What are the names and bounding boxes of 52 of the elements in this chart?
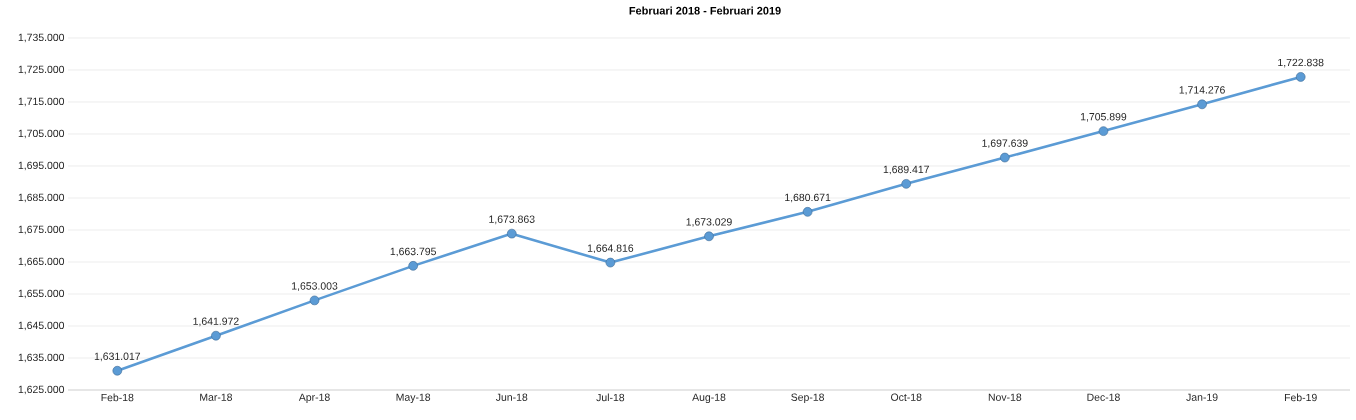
x-tick-label: Jul-18: [596, 393, 625, 402]
point: [1000, 152, 1010, 163]
y-tick-label: 1,715.000: [18, 97, 65, 107]
point: [802, 207, 813, 217]
y-tick-label: 1,635.000: [18, 353, 65, 363]
data-label: 1,680.671: [785, 193, 831, 203]
point: [1295, 72, 1306, 82]
point: [112, 365, 123, 376]
data-label: 1,653.003: [292, 282, 338, 291]
x-tick-label: May-18: [396, 393, 431, 403]
point: [605, 257, 616, 268]
x-tick-label: Feb-18: [101, 393, 134, 402]
data-label: 1,714.276: [1179, 86, 1225, 95]
x-tick-label: Sep-18: [791, 393, 825, 403]
x-tick-label: Mar-18: [200, 393, 233, 401]
y-tick-label: 1,675.000: [18, 225, 65, 235]
chart-title: Februari 2018 - Februari 2019: [629, 6, 781, 15]
y-tick-label: 1,655.000: [18, 289, 65, 299]
data-label: 1,722.838: [1278, 58, 1324, 68]
data-label: 1,673.863: [489, 215, 535, 225]
point: [506, 228, 517, 239]
point: [901, 179, 912, 189]
data-label: 1,641.972: [193, 317, 239, 327]
y-tick-label: 1,645.000: [18, 321, 65, 331]
y-tick-label: 1,695.000: [18, 161, 65, 171]
y-tick-label: 1,735.000: [18, 33, 65, 43]
data-label: 1,631.017: [94, 352, 141, 362]
point: [704, 231, 714, 242]
y-tick-label: 1,685.000: [18, 193, 65, 203]
y-tick-label: 1,665.000: [18, 257, 65, 267]
x-tick-label: Aug-18: [692, 393, 726, 403]
x-tick-label: Apr-18: [298, 393, 330, 403]
x-tick-label: Jun-18: [495, 393, 528, 401]
point: [309, 295, 320, 306]
x-tick-label: Oct-18: [891, 393, 922, 401]
data-label: 1,663.795: [390, 247, 436, 257]
point: [1197, 99, 1207, 110]
data-label: 1,697.639: [982, 139, 1028, 149]
x-tick-label: Dec-18: [1087, 393, 1120, 401]
data-label: 1,664.816: [587, 244, 634, 254]
x-tick-label: Feb-19: [1284, 393, 1317, 402]
data-label: 1,673.029: [686, 218, 732, 227]
y-tick-label: 1,705.000: [18, 129, 65, 139]
point: [1098, 126, 1109, 136]
data-label: 1,689.417: [883, 165, 929, 175]
point: [211, 330, 221, 341]
data-label: 1,705.899: [1080, 112, 1127, 122]
point: [408, 261, 418, 271]
y-tick-label: 1,725.000: [18, 65, 65, 75]
x-tick-label: Nov-18: [988, 393, 1022, 401]
y-tick-label: 1,625.000: [18, 385, 65, 395]
x-tick-label: Jan-19: [1186, 393, 1218, 401]
